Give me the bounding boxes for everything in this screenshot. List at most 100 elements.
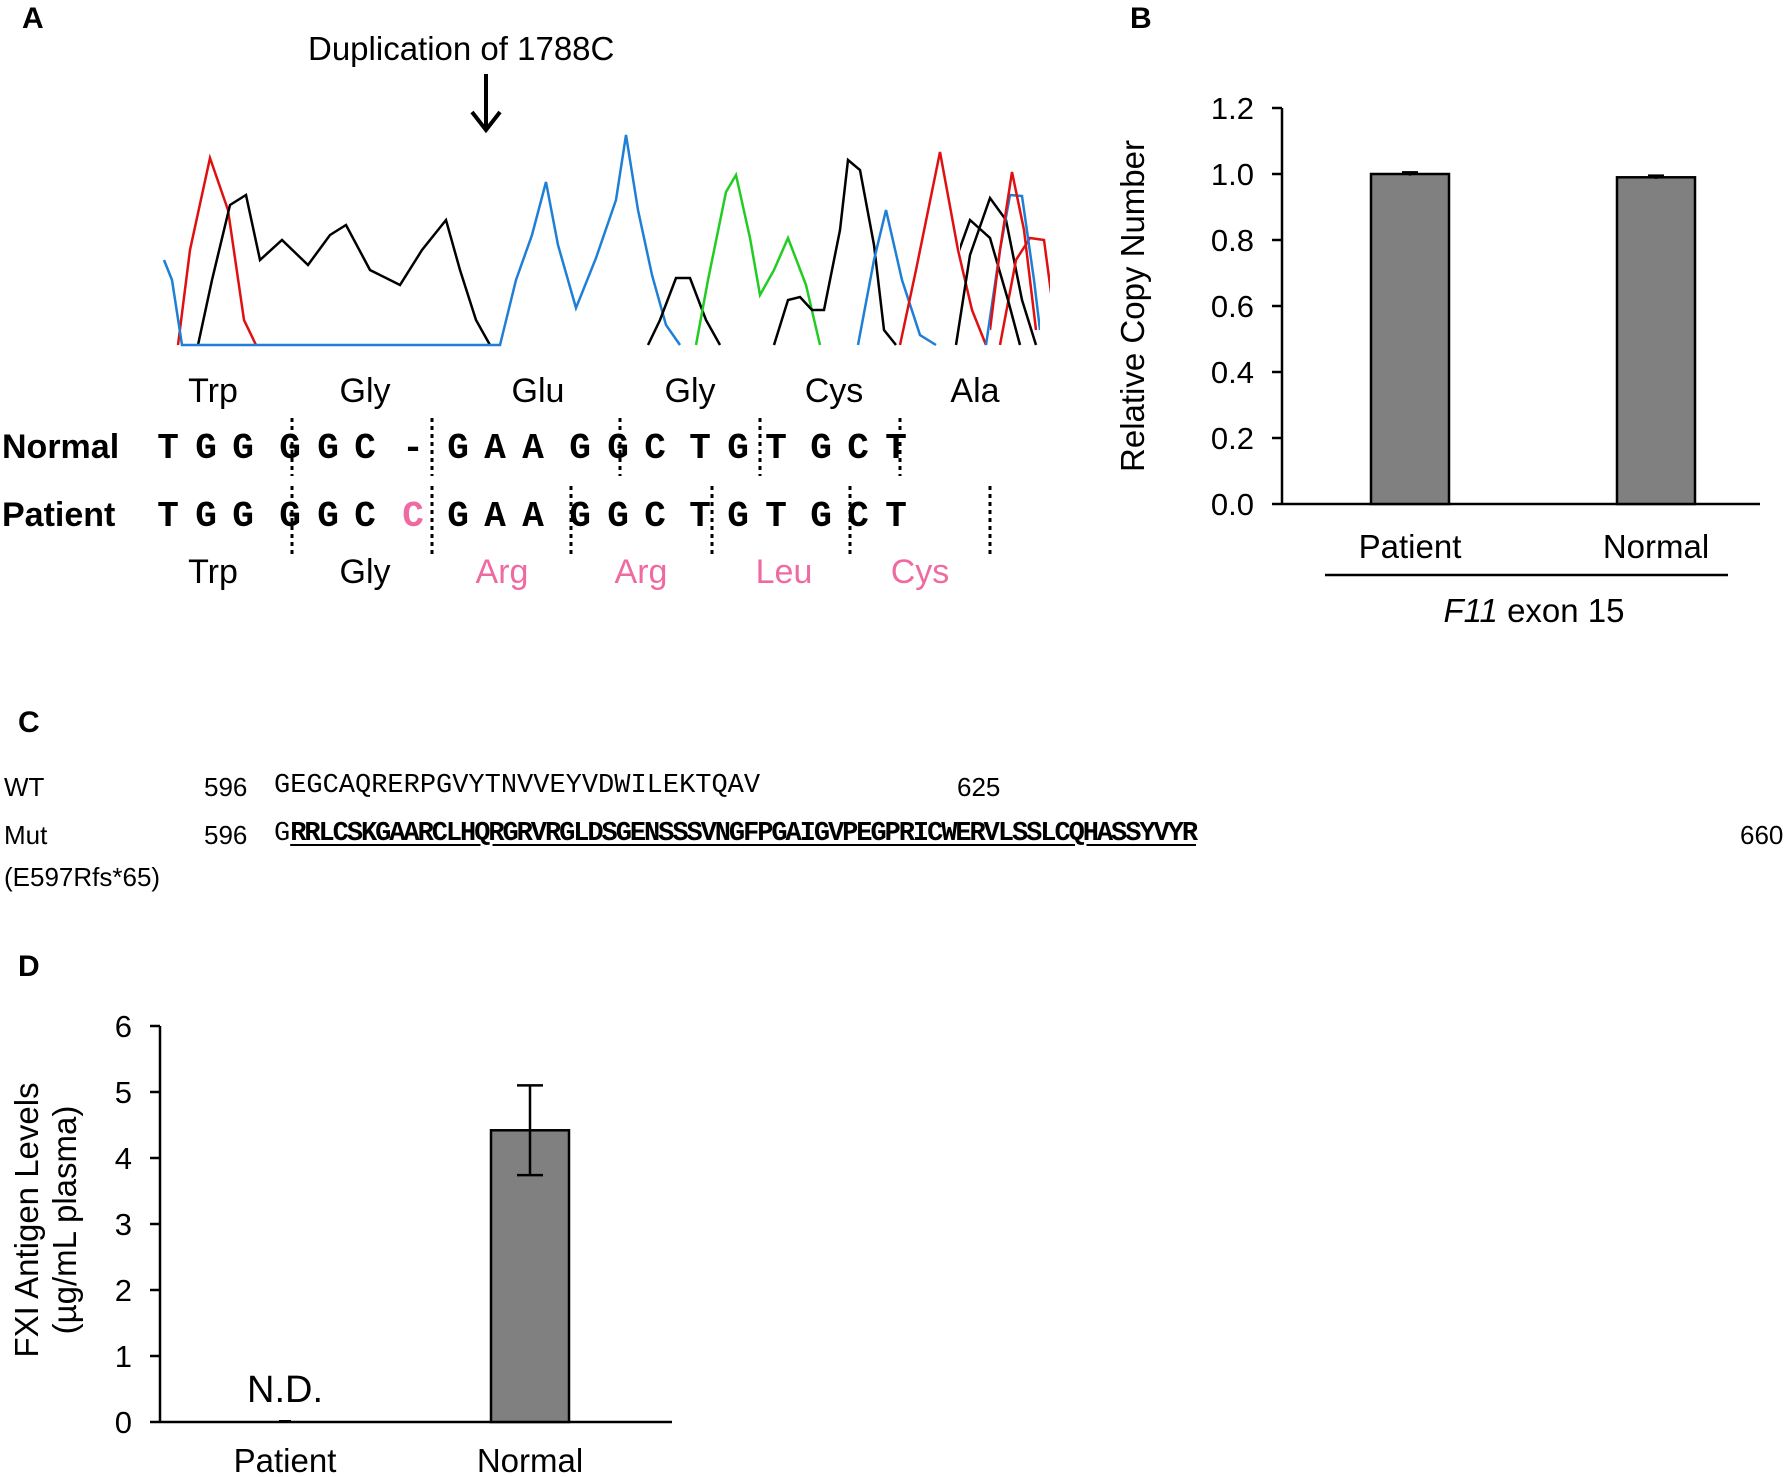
bottom-aa-3: Arg [475,553,529,591]
gene-name: F11 [1443,592,1497,629]
base: G [232,496,254,537]
base: A [522,496,544,537]
base: T [885,496,907,537]
exon-label: exon 15 [1498,592,1625,629]
base: G [810,496,832,537]
trace-black-g1 [196,192,492,346]
y-tick-label: 1.0 [1211,157,1254,192]
base: C [847,496,869,537]
y-tick-label: 0 [115,1405,132,1440]
chromatogram [162,134,1050,347]
trace-red-t3 [998,236,1050,346]
bar-normal [1615,176,1697,506]
top-aa-3: Glu [511,372,565,410]
base: - [402,428,424,469]
bar-normal [489,1129,571,1424]
base: G [317,428,339,469]
y-tick-label: 3 [115,1207,132,1242]
trace-red-t2 [898,151,988,346]
codon-dividers [290,418,992,556]
bottom-aa-1: Trp [188,553,238,591]
x-tick-label: Normal [1603,528,1709,565]
trace-green-a [694,171,822,346]
copy-number-chart: 0.0 0.2 0.4 0.6 0.8 1.0 1.2 Patient Normal F11 ex… [1114,91,1760,629]
base: C [644,428,666,469]
y-tick-label: 0.2 [1211,421,1254,456]
panel-label-b: B [1130,2,1152,35]
base: G [195,496,217,537]
fxi-antigen-chart: 0 1 2 3 4 5 6 N.D. Patient Normal FXI Antigen Leve… [8,1009,672,1477]
base: C [644,496,666,537]
patient-label: Patient [2,496,116,534]
mut-end: 660 [1740,820,1784,850]
bottom-aa-2: Gly [339,553,391,591]
top-aa-5: Cys [804,372,864,410]
base: G [569,428,591,469]
base: G [810,428,832,469]
trace-black-g2 [646,276,722,346]
base: G [447,496,469,537]
base: G [569,496,591,537]
mut-sublabel: (E597Rfs*65) [4,862,161,892]
y-tick-label: 4 [115,1141,132,1176]
y-axis-label: Relative Copy Number [1114,140,1151,472]
y-tick-label: 6 [115,1009,132,1044]
y-tick-label: 5 [115,1075,132,1110]
wt-start: 596 [204,772,248,802]
base: C [402,496,424,537]
bar-patient [1369,172,1451,506]
top-aa-2: Gly [339,372,391,410]
not-detected-label: N.D. [247,1369,323,1411]
x-tick-label: Normal [477,1442,583,1477]
bottom-aa-6: Cys [890,553,950,591]
trace-black-g5 [960,217,1022,346]
y-tick-label: 0.8 [1211,223,1254,258]
duplication-annotation: Duplication of 1788C [308,30,615,67]
base: G [727,496,749,537]
frameshift-residues: RRLCSKGAARCLHQRGRVRGLDSGENSSSVNGFPGAIGVP… [290,819,1198,849]
wt-end: 625 [957,772,1001,802]
base: A [484,496,506,537]
base: T [157,428,179,469]
base: G [607,496,629,537]
wt-label: WT [4,772,45,802]
bottom-aa-4: Arg [614,553,668,591]
trace-blue-c2 [856,209,937,347]
trace-red-t [176,153,258,346]
bottom-aa-5: Leu [755,553,813,591]
base: A [522,428,544,469]
mut-start: 596 [204,820,248,850]
base: T [689,428,711,469]
y-tick-label: 0.6 [1211,289,1254,324]
base: T [765,428,787,469]
base: T [157,496,179,537]
trace-black-g3 [772,157,897,346]
panel-label-c: C [18,706,40,739]
trace-black-g4 [954,195,1038,346]
top-aa-4: Gly [664,372,716,410]
base: C [354,428,376,469]
normal-label: Normal [2,428,120,466]
wt-sequence: GEGCAQRERPGVYTNVVEYVDWILEKTQAV [274,771,761,801]
y-tick-label: 2 [115,1273,132,1308]
y-tick-label: 0.0 [1211,487,1254,522]
group-label: F11 exon 15 [1443,592,1624,629]
x-tick-label: Patient [1359,528,1462,565]
base: T [765,496,787,537]
top-aa-6: Ala [950,372,1000,410]
trace-blue-c1 [162,134,682,347]
top-aa-1: Trp [188,372,238,410]
x-tick-label: Patient [234,1442,337,1477]
base: G [727,428,749,469]
base: G [279,496,301,537]
base: G [195,428,217,469]
y-tick-label: 1 [115,1339,132,1374]
chromatogram-end [990,171,1038,331]
base: G [232,428,254,469]
base: C [847,428,869,469]
mut-label: Mut [4,820,48,850]
down-arrow-icon [470,74,502,134]
panel-label-a: A [22,2,44,35]
base: G [317,496,339,537]
trace-red-t4 [990,171,1038,331]
